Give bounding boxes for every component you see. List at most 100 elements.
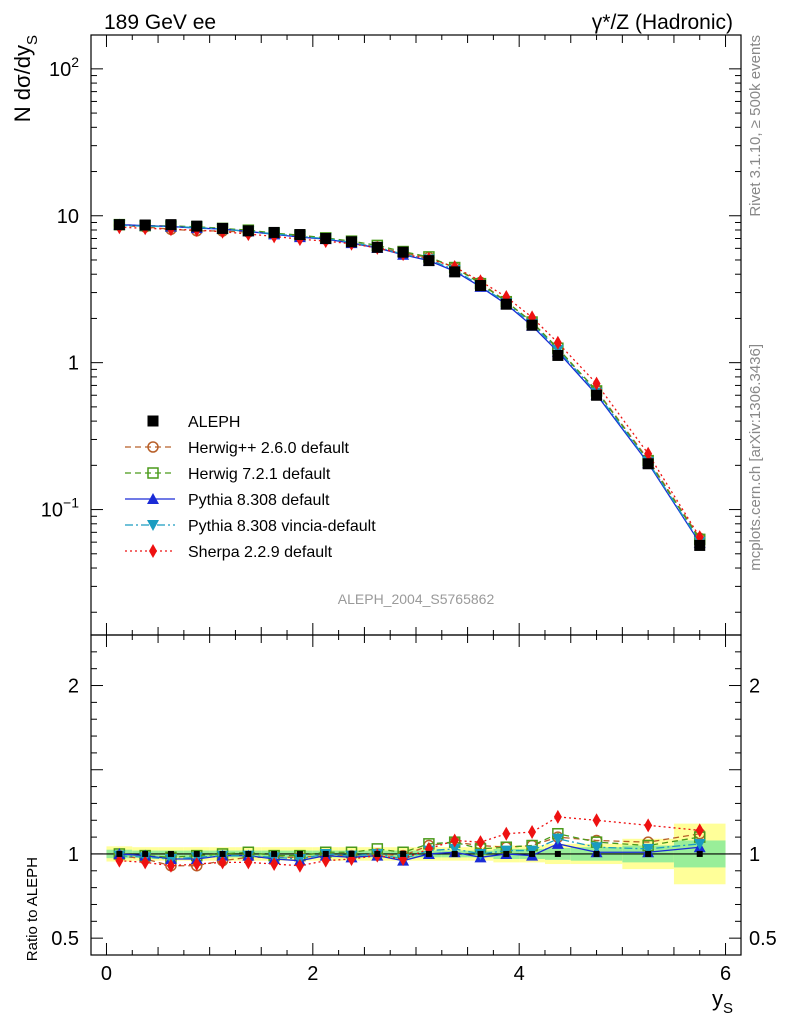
ratio-point-aleph: [529, 850, 536, 857]
main-point-aleph: [694, 539, 706, 551]
legend-label: ALEPH: [188, 414, 240, 431]
main-point-aleph: [242, 225, 254, 237]
main-point-sherpa-2-2-9-default: [553, 335, 562, 350]
legend-marker: [147, 441, 159, 453]
legend: ALEPH Herwig++ 2.6.0 default Herwig 7.2.1 …: [125, 414, 376, 561]
main-point-aleph: [346, 236, 358, 248]
ratio-point-pythia-8-308-vincia-default: [642, 843, 655, 855]
main-point-aleph: [320, 233, 332, 245]
ratio-point-sherpa-2-2-9-default: [450, 833, 459, 848]
ratio-point-sherpa-2-2-9-default: [192, 857, 201, 872]
ratio-point-aleph: [477, 850, 484, 857]
ratio-point-aleph: [554, 850, 561, 857]
ratio-point-sherpa-2-2-9-default: [695, 823, 704, 838]
ratio-point-aleph: [245, 850, 252, 857]
legend-label: Pythia 8.308 default: [188, 492, 330, 509]
ratio-point-aleph: [374, 850, 381, 857]
ratio-point-aleph: [116, 850, 123, 857]
ratio-point-pythia-8-308-vincia-default: [448, 843, 461, 855]
ratio-point-sherpa-2-2-9-default: [553, 809, 562, 824]
ratio-point-aleph: [400, 850, 407, 857]
energy-label: 189 GeV ee: [104, 11, 216, 34]
ratio-point-sherpa-2-2-9-default: [115, 853, 124, 868]
ratio-point-aleph: [296, 850, 303, 857]
ratio-series-line-herwig-7-2-1-default: [119, 833, 700, 858]
process-label: γ*/Z (Hadronic): [592, 11, 733, 34]
ratio-point-sherpa-2-2-9-default: [244, 855, 253, 870]
legend-marker: [147, 520, 159, 531]
main-point-sherpa-2-2-9-default: [644, 446, 653, 461]
main-point-aleph: [113, 219, 125, 231]
legend-marker: [147, 493, 159, 504]
ratio-point-aleph: [142, 850, 149, 857]
ratio-point-aleph: [271, 850, 278, 857]
ratio-point-pythia-8-308-vincia-default: [590, 842, 603, 854]
ratio-point-aleph: [322, 850, 329, 857]
legend-marker: [147, 467, 159, 479]
ratio-point-aleph: [593, 850, 600, 857]
mcplots-label: mcplots.cern.ch [arXiv:1306.3436]: [747, 344, 764, 571]
ratio-point-aleph: [451, 850, 458, 857]
ratio-point-aleph: [348, 850, 355, 857]
legend-marker: [147, 415, 159, 427]
legend-label: Sherpa 2.2.9 default: [188, 544, 333, 561]
ratio-panel: 0.5 0.5 1 1 2 2: [51, 634, 777, 956]
ratio-point-aleph: [167, 850, 174, 857]
y-tick-label: 1: [68, 353, 79, 375]
main-data-layer: [113, 218, 706, 551]
analysis-watermark: ALEPH_2004_S5765862: [338, 591, 495, 607]
main-point-aleph: [449, 266, 461, 278]
ratio-point-sherpa-2-2-9-default: [141, 855, 150, 870]
x-tick-label: 2: [307, 963, 318, 985]
main-series-line-sherpa-2-2-9-default: [119, 226, 701, 538]
ratio-y-axis-label: Ratio to ALEPH: [24, 857, 41, 961]
ratio-tick-label-right: 2: [749, 676, 760, 698]
ratio-series-line-sherpa-2-2-9-default: [119, 816, 700, 867]
legend-label: Herwig++ 2.6.0 default: [188, 440, 350, 457]
ratio-point-aleph: [425, 850, 432, 857]
main-point-aleph: [165, 219, 177, 231]
main-point-aleph: [423, 255, 435, 267]
main-point-aleph: [139, 219, 151, 231]
ratio-y-ticks: 0.5 0.5 1 1 2 2: [51, 651, 777, 950]
ratio-tick-label: 0.5: [51, 928, 79, 950]
ratio-point-aleph: [696, 850, 703, 857]
ratio-tick-label: 1: [68, 844, 79, 866]
main-point-aleph: [500, 298, 512, 310]
x-axis-ticks: 0 2 4 6: [101, 35, 731, 985]
ratio-data-layer: [113, 809, 706, 873]
ratio-tick-label-right: 0.5: [749, 928, 777, 950]
x-tick-label: 0: [101, 963, 112, 985]
ratio-point-sherpa-2-2-9-default: [644, 818, 653, 833]
x-tick-label: 4: [514, 963, 525, 985]
main-point-aleph: [191, 220, 203, 232]
main-point-aleph: [268, 226, 280, 238]
main-point-aleph: [526, 319, 538, 331]
ratio-tick-label: 2: [68, 676, 79, 698]
ratio-tick-label-right: 1: [749, 844, 760, 866]
main-point-aleph: [294, 229, 306, 241]
rivet-version-label: Rivet 3.1.10, ≥ 500k events: [747, 35, 764, 217]
ratio-point-sherpa-2-2-9-default: [321, 853, 330, 868]
ratio-point-sherpa-2-2-9-default: [218, 855, 227, 870]
ratio-point-sherpa-2-2-9-default: [476, 835, 485, 850]
ratio-point-aleph: [645, 850, 652, 857]
ratio-point-sherpa-2-2-9-default: [270, 857, 279, 872]
x-tick-label: 6: [720, 963, 731, 985]
ratio-point-pythia-8-308-vincia-default: [551, 833, 564, 845]
ratio-point-sherpa-2-2-9-default: [592, 813, 601, 828]
main-point-aleph: [474, 280, 486, 292]
ratio-point-sherpa-2-2-9-default: [528, 825, 537, 840]
ratio-point-sherpa-2-2-9-default: [295, 858, 304, 873]
y-tick-label: 10: [57, 206, 79, 228]
main-point-aleph: [217, 222, 229, 234]
main-point-aleph: [591, 389, 603, 401]
main-point-aleph: [552, 349, 564, 361]
legend-marker: [149, 544, 157, 558]
ratio-point-aleph: [503, 850, 510, 857]
ratio-point-sherpa-2-2-9-default: [502, 826, 511, 841]
ratio-point-sherpa-2-2-9-default: [166, 858, 175, 873]
